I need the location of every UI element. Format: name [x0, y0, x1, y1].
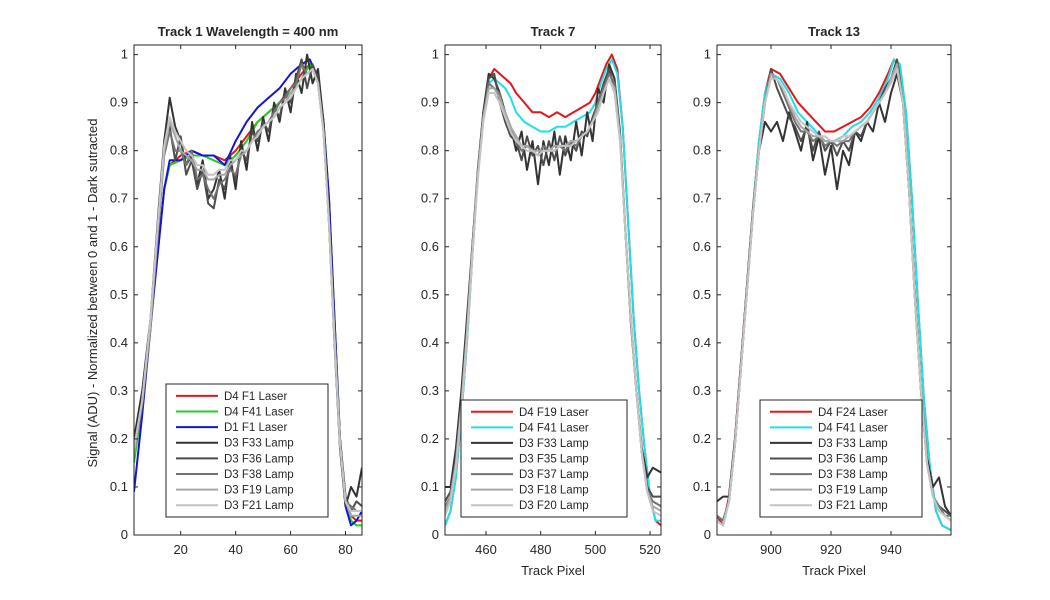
y-tick-label: 0.9	[421, 95, 439, 110]
x-tick-label: 40	[228, 542, 242, 557]
series-line-7	[717, 68, 951, 527]
legend-label: D4 F19 Laser	[519, 407, 589, 419]
y-tick-label: 0.7	[693, 191, 711, 206]
y-tick-label: 1	[704, 47, 711, 62]
x-tick-label: 520	[639, 542, 661, 557]
legend-label: D3 F38 Lamp	[818, 469, 888, 481]
y-tick-label: 0.3	[693, 383, 711, 398]
legend-label: D3 F35 Lamp	[519, 454, 589, 466]
y-tick-label: 0.9	[693, 95, 711, 110]
y-tick-label: 0.9	[110, 95, 128, 110]
x-tick-label: 20	[173, 542, 187, 557]
y-tick-label: 0.4	[693, 335, 711, 350]
x-axis-label: Track Pixel	[521, 563, 585, 578]
y-tick-label: 0.3	[110, 383, 128, 398]
legend-label: D3 F19 Lamp	[224, 485, 294, 497]
y-tick-label: 1	[121, 47, 128, 62]
y-tick-label: 0.6	[421, 239, 439, 254]
legend-label: D3 F33 Lamp	[224, 438, 294, 450]
y-tick-label: 0.3	[421, 383, 439, 398]
y-tick-label: 0.5	[693, 287, 711, 302]
series-line-8	[134, 68, 362, 512]
subplot-1: 0 0.1 0.2 0.3 0.4 0.5 0.6 0.7 0.8 0.9 1 20 40 60 80 Tra…	[110, 24, 363, 557]
y-tick-label: 1	[432, 47, 439, 62]
y-tick-label: 0.2	[693, 431, 711, 446]
y-tick-label: 0.6	[110, 239, 128, 254]
legend: D4 F19 Laser D4 F41 Laser D3 F33 Lamp D3 F3…	[460, 399, 628, 518]
y-tick-label: 0	[704, 527, 711, 542]
y-tick-label: 0	[121, 527, 128, 542]
y-tick-label: 0	[432, 527, 439, 542]
y-tick-label: 0.7	[421, 191, 439, 206]
legend: D4 F24 Laser D4 F41 Laser D3 F33 Lamp D3 F3…	[759, 399, 923, 518]
legend-label: D4 F41 Laser	[818, 422, 888, 434]
subplot-2: 0 0.1 0.2 0.3 0.4 0.5 0.6 0.7 0.8 0.9 1 460 480 500 52…	[421, 24, 662, 578]
legend-label: D4 F24 Laser	[818, 407, 888, 419]
legend-label: D3 F21 Lamp	[224, 500, 294, 512]
y-tick-label: 0.2	[421, 431, 439, 446]
legend-label: D3 F18 Lamp	[519, 485, 589, 497]
y-tick-label: 0.1	[421, 479, 439, 494]
legend-label: D3 F20 Lamp	[519, 500, 589, 512]
axes-box	[716, 44, 952, 536]
y-tick-label: 0.5	[110, 287, 128, 302]
subplot-title: Track 1 Wavelength = 400 nm	[158, 24, 339, 39]
y-tick-label: 0.8	[110, 143, 128, 158]
legend-label: D3 F33 Lamp	[818, 438, 888, 450]
legend-label: D3 F36 Lamp	[818, 454, 888, 466]
y-tick-label: 0.4	[110, 335, 128, 350]
y-tick-label: 0.7	[110, 191, 128, 206]
legend-label: D3 F19 Lamp	[818, 485, 888, 497]
legend-label: D3 F37 Lamp	[519, 469, 589, 481]
series-lines	[445, 53, 661, 527]
x-tick-label: 480	[530, 542, 552, 557]
legend-label: D4 F41 Laser	[519, 422, 589, 434]
legend-label: D3 F38 Lamp	[224, 469, 294, 481]
legend-label: D3 F33 Lamp	[519, 438, 589, 450]
y-tick-label: 0.1	[693, 479, 711, 494]
y-tick-label: 0.8	[693, 143, 711, 158]
axes-box	[133, 44, 363, 536]
legend-box	[165, 383, 329, 518]
legend-label: D4 F41 Laser	[224, 406, 294, 418]
axes-box	[444, 44, 662, 536]
y-tick-label: 0.1	[110, 479, 128, 494]
subplot-title: Track 13	[808, 24, 860, 39]
y-axis-label: Signal (ADU) - Normalized between 0 and …	[85, 119, 100, 468]
series-lines	[717, 58, 951, 532]
legend: D4 F1 Laser D4 F41 Laser D1 F1 Laser D3 F33…	[165, 383, 329, 518]
x-tick-label: 900	[760, 542, 782, 557]
x-axis-label: Track Pixel	[802, 563, 866, 578]
x-tick-label: 460	[475, 542, 497, 557]
x-tick-label: 500	[585, 542, 607, 557]
subplots: 0 0.1 0.2 0.3 0.4 0.5 0.6 0.7 0.8 0.9 1 20 40 60 80 Tra…	[110, 24, 952, 578]
y-tick-label: 0.4	[421, 335, 439, 350]
subplot-title: Track 7	[531, 24, 576, 39]
x-tick-label: 940	[880, 542, 902, 557]
y-tick-label: 0.2	[110, 431, 128, 446]
legend-label: D4 F1 Laser	[224, 391, 287, 403]
x-tick-label: 920	[820, 542, 842, 557]
subplot-3: 0 0.1 0.2 0.3 0.4 0.5 0.6 0.7 0.8 0.9 1 900 920 940 Tr…	[693, 24, 952, 578]
series-lines	[134, 53, 362, 527]
y-tick-label: 0.6	[693, 239, 711, 254]
series-line-7	[445, 77, 661, 517]
y-tick-label: 0.8	[421, 143, 439, 158]
x-tick-label: 80	[338, 542, 352, 557]
x-tick-label: 60	[283, 542, 297, 557]
legend-label: D3 F21 Lamp	[818, 500, 888, 512]
legend-label: D3 F36 Lamp	[224, 453, 294, 465]
legend-label: D1 F1 Laser	[224, 422, 287, 434]
y-tick-label: 0.5	[421, 287, 439, 302]
